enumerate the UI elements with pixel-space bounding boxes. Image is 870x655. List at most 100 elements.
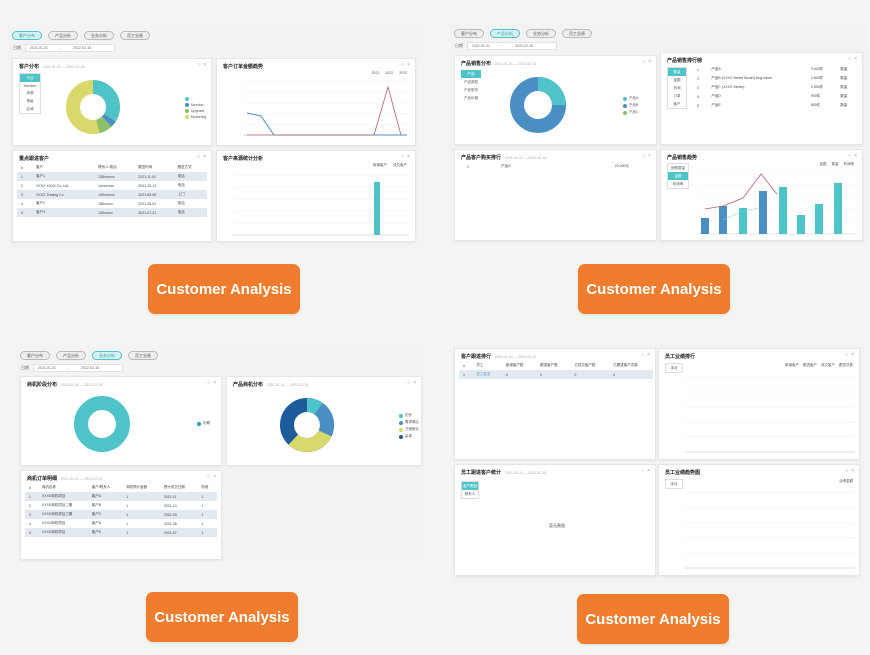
tab-customer[interactable]: 客户分布 xyxy=(12,31,42,40)
card-source-stats: 客户来源统计分析 ○ × 新增客户 成交客户 xyxy=(216,150,416,242)
refresh-icon[interactable]: ○ xyxy=(848,153,852,159)
list-item[interactable]: 2 产品B (XXXX Series Model) long name 2,800件… xyxy=(697,76,848,81)
date-range-input[interactable]: 2021-01-01-2022-02-15 xyxy=(467,42,557,50)
close-icon[interactable]: × xyxy=(413,380,416,386)
table-row[interactable]: 2 XXXX商机项目二期 客户B 1 2021-10 1 xyxy=(29,503,204,508)
date-label: 日期 xyxy=(13,45,21,50)
donut-chart xyxy=(510,77,566,133)
dimension-list: 销售数量 金额 利润率 xyxy=(667,163,689,189)
refresh-icon[interactable]: ○ xyxy=(197,154,201,160)
tab-customer[interactable]: 客户分布 xyxy=(454,29,484,38)
dimension-item[interactable]: 等级 xyxy=(26,98,34,103)
customer-analysis-button[interactable]: Customer Analysis xyxy=(577,594,729,644)
table-row[interactable]: 4 客户2 186xxxxx 2021-08-01 电话 xyxy=(21,201,185,206)
dimension-item[interactable]: 区域 xyxy=(26,106,34,111)
dimension-item[interactable]: 利润 xyxy=(673,85,681,90)
tab-business[interactable]: 业务分析 xyxy=(526,29,556,38)
close-icon[interactable]: × xyxy=(851,352,854,358)
donut-chart xyxy=(74,396,130,452)
card-employee-ranking: 员工业绩排行 ○ × 本月 新增客户 跟进客户 成交客户 跟进次数 xyxy=(658,348,860,460)
list-item[interactable]: 4 产品D 900件 数量 xyxy=(697,94,848,99)
dimension-item[interactable]: 销售数量 xyxy=(671,165,685,170)
refresh-icon[interactable]: ○ xyxy=(197,62,201,68)
refresh-icon[interactable]: ○ xyxy=(207,380,211,386)
refresh-icon[interactable]: ○ xyxy=(641,352,645,358)
dimension-item[interactable]: 客户 xyxy=(673,101,681,106)
table-row[interactable]: 5 XXXX商机项目 客户E 1 2021-07 1 xyxy=(25,528,217,537)
dimension-item[interactable]: 产品 xyxy=(461,70,481,78)
close-icon[interactable]: × xyxy=(407,154,410,160)
table-row[interactable]: 1 员工姓名 0 0 0 0 xyxy=(459,370,653,379)
list-item[interactable]: 3 产品C (XXXX Series) 2,500件 数量 xyxy=(697,85,848,90)
close-icon[interactable]: × xyxy=(203,154,206,160)
table-row[interactable]: 4 XXXX商机项目 客户D 1 2021-08 1 xyxy=(29,521,204,526)
panel-customer-distribution: 客户分布 产品分析 业务分析 员工业绩 日期 2021-01-01-2022-0… xyxy=(8,26,420,248)
close-icon[interactable]: × xyxy=(213,380,216,386)
dimension-item[interactable]: 金额 xyxy=(673,77,681,82)
dimension-item[interactable]: Member xyxy=(23,83,37,88)
dimension-item[interactable]: 产品类型 xyxy=(464,79,478,84)
list-item[interactable]: 1 产品A 20,000元 xyxy=(467,164,629,169)
dimension-item[interactable]: 订单 xyxy=(673,93,681,98)
dimension-item[interactable]: 利润率 xyxy=(672,181,684,186)
dimension-list: 产品 产品类型 产品型号 产品价格 xyxy=(461,70,481,102)
close-icon[interactable]: × xyxy=(854,56,857,62)
refresh-icon[interactable]: ○ xyxy=(845,352,849,358)
dimension-item[interactable]: 产品型号 xyxy=(464,87,478,92)
period-button[interactable]: 本月 xyxy=(665,363,683,373)
table-row[interactable]: 3 XXXX商机项目三期 客户C 1 2021-09 1 xyxy=(25,510,217,519)
refresh-icon[interactable]: ○ xyxy=(642,153,646,159)
dimension-item[interactable]: 金额 xyxy=(668,172,688,180)
tab-business[interactable]: 业务分析 xyxy=(84,31,114,40)
chart-legend: 初步 需求确认 方案报价 赢单 xyxy=(399,413,419,441)
tab-product[interactable]: 产品分析 xyxy=(490,29,520,38)
table-row[interactable]: 2 XXXX XXXX Co.,Ltd. 1xxxxxxxx 2021-10-12 电话 xyxy=(21,183,185,188)
dimension-item[interactable]: 行业 xyxy=(20,74,40,82)
tab-employee[interactable]: 员工业绩 xyxy=(120,31,150,40)
close-icon[interactable]: × xyxy=(203,62,206,68)
close-icon[interactable]: × xyxy=(647,468,650,474)
dimension-item[interactable]: 数量 xyxy=(668,68,686,76)
table-row[interactable]: 1 客户1 138xxxxxx 2021-11-01 电话 xyxy=(17,172,207,181)
refresh-icon[interactable]: ○ xyxy=(401,154,405,160)
refresh-icon[interactable]: ○ xyxy=(848,56,852,62)
customer-analysis-button[interactable]: Customer Analysis xyxy=(146,592,298,642)
date-range-input[interactable]: 2021-01-01-2022-02-15 xyxy=(25,44,115,52)
employee-table: # 员工 新增客户数 跟进客户数 已成交客户数 已跟进客户次数 1 员工姓名 0 0 0 0 xyxy=(459,361,653,379)
tab-employee[interactable]: 员工业绩 xyxy=(562,29,592,38)
tab-product[interactable]: 产品分析 xyxy=(56,351,86,360)
refresh-icon[interactable]: ○ xyxy=(845,468,849,474)
dimension-item[interactable]: 客户跟进 xyxy=(462,482,478,490)
close-icon[interactable]: × xyxy=(647,352,650,358)
date-range-input[interactable]: 2021-01-01-2022-02-15 xyxy=(33,364,123,372)
card-business-type: 产品商机分布 2021-01-01 — 2022-02-15 ○ × 初步 需求确认… xyxy=(226,376,422,466)
dimension-item[interactable]: 来源 xyxy=(26,90,34,95)
refresh-icon[interactable]: ○ xyxy=(642,59,646,65)
dimension-item[interactable]: 联系人 xyxy=(464,491,476,496)
tab-bar: 客户分布 产品分析 业务分析 员工业绩 xyxy=(12,31,150,40)
close-icon[interactable]: × xyxy=(213,474,216,480)
list-item[interactable]: 5 产品E 800件 数量 xyxy=(697,103,848,108)
table-row[interactable]: 3 XXXX Trading Co. 139xxxxxx 2021-09-05 上门 xyxy=(17,190,207,199)
tab-customer[interactable]: 客户分布 xyxy=(20,351,50,360)
dimension-item[interactable]: 产品价格 xyxy=(464,95,478,100)
customer-analysis-button[interactable]: Customer Analysis xyxy=(148,264,300,314)
tab-product[interactable]: 产品分析 xyxy=(48,31,78,40)
table-row[interactable]: 1 XXXX商机项目 客户A 1 2021-11 1 xyxy=(25,492,217,501)
close-icon[interactable]: × xyxy=(851,468,854,474)
refresh-icon[interactable]: ○ xyxy=(207,474,211,480)
close-icon[interactable]: × xyxy=(648,59,651,65)
table-row[interactable]: 5 客户3 135xxxxx 2021-07-21 电话 xyxy=(17,208,207,217)
customer-analysis-button[interactable]: Customer Analysis xyxy=(578,264,730,314)
card-employee-followup: 员工跟进客户统计 2021-01-01 — 2022-02-15 ○ × 客户跟进 … xyxy=(454,464,656,576)
list-item[interactable]: 1 产品A 3,000件 数量 xyxy=(697,67,848,72)
close-icon[interactable]: × xyxy=(407,62,410,68)
tab-employee[interactable]: 员工业绩 xyxy=(128,351,158,360)
tab-business[interactable]: 业务分析 xyxy=(92,351,122,360)
refresh-icon[interactable]: ○ xyxy=(407,380,411,386)
close-icon[interactable]: × xyxy=(648,153,651,159)
period-button[interactable]: 本月 xyxy=(665,479,683,489)
close-icon[interactable]: × xyxy=(854,153,857,159)
refresh-icon[interactable]: ○ xyxy=(401,62,405,68)
refresh-icon[interactable]: ○ xyxy=(641,468,645,474)
